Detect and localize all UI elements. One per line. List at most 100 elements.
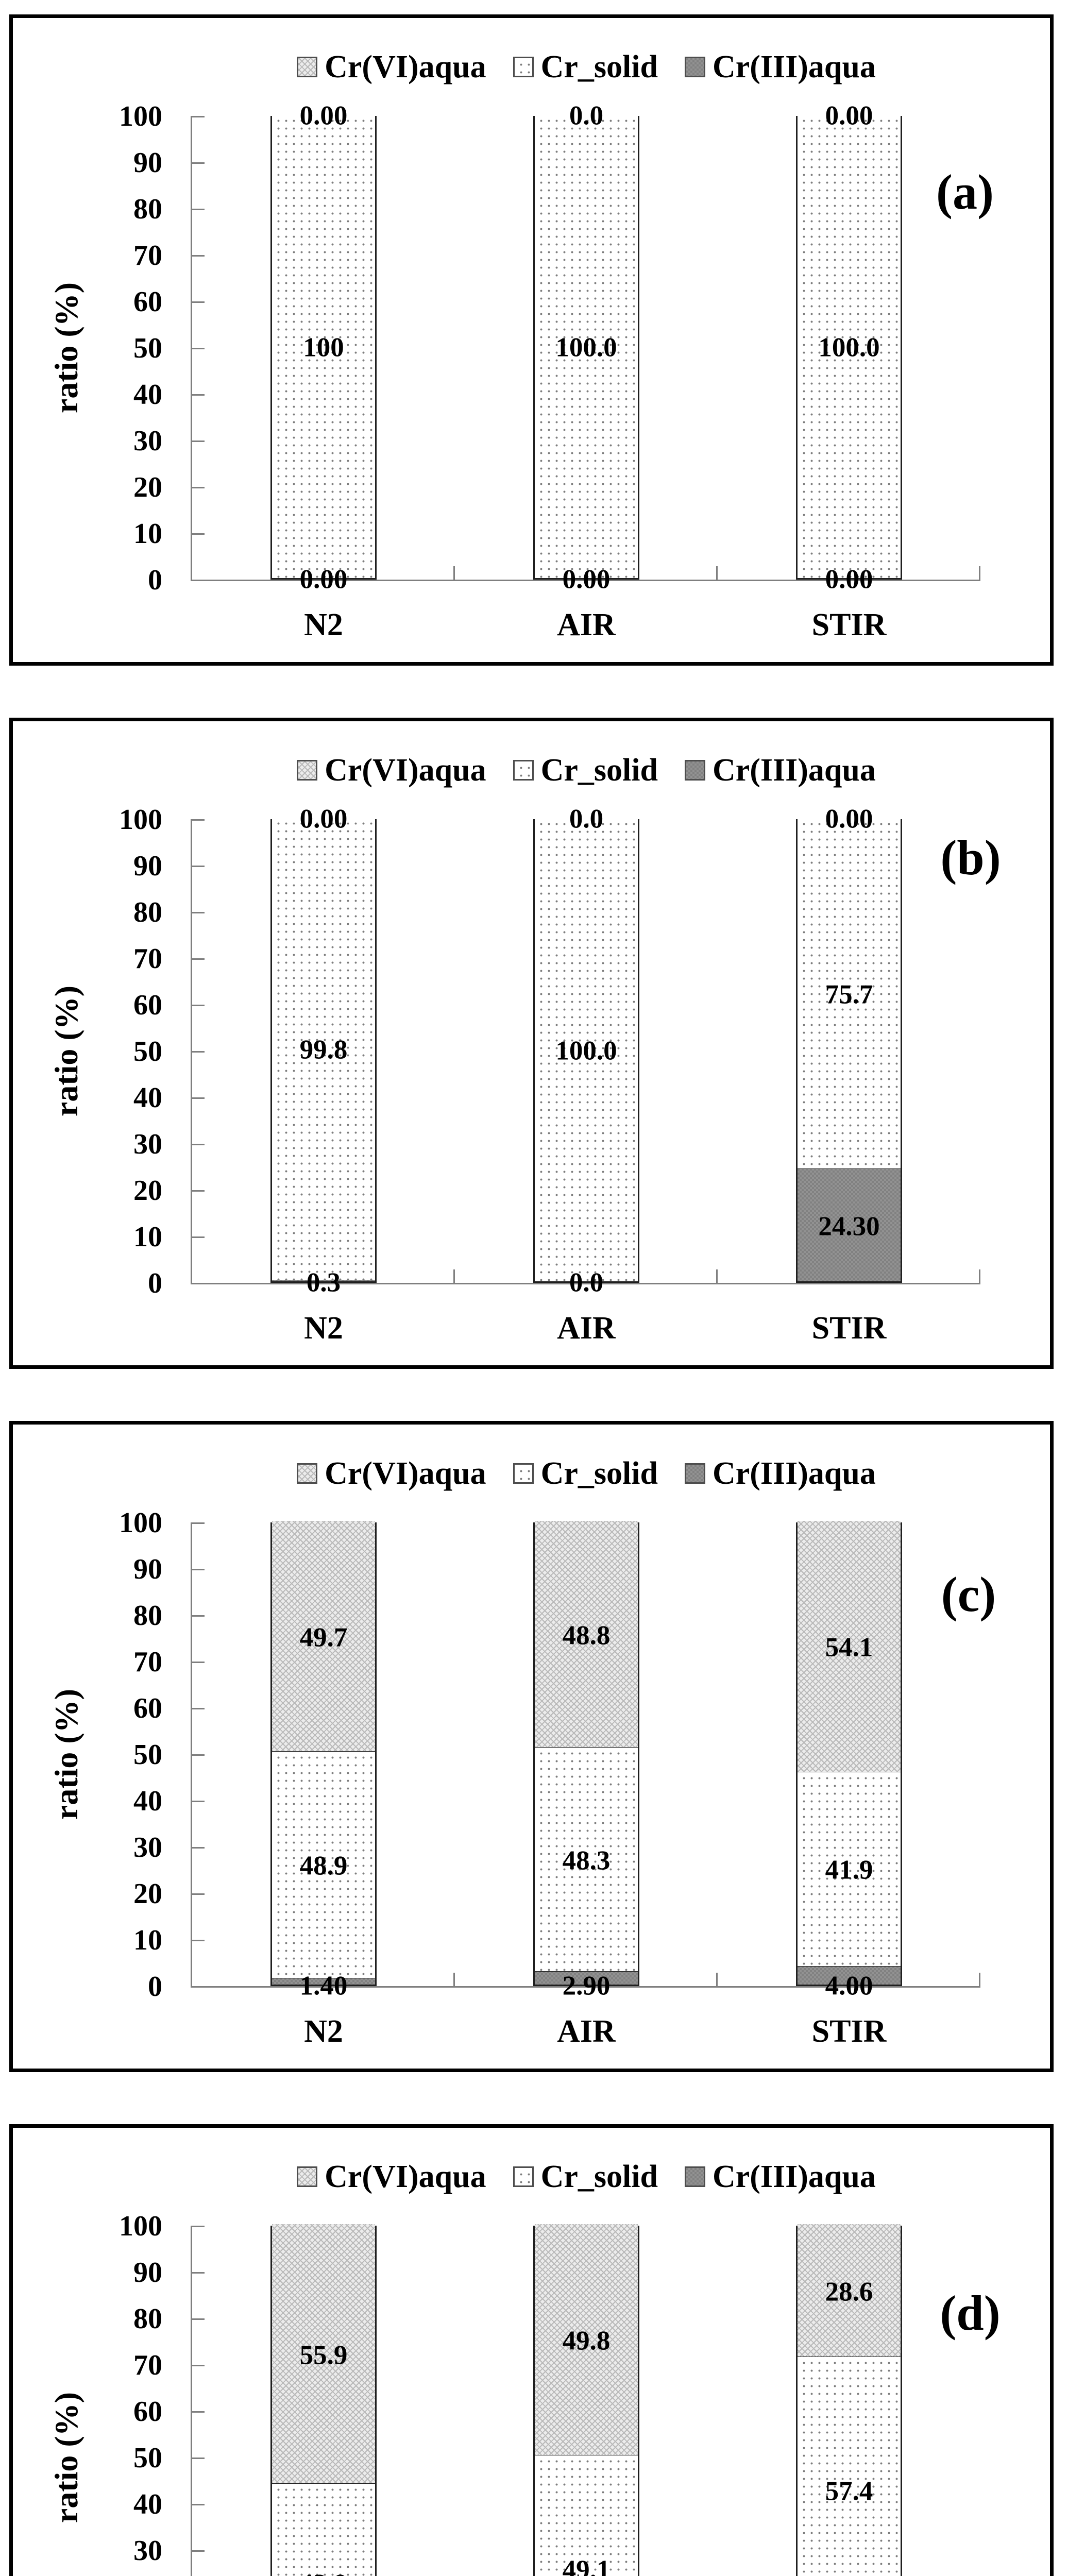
- y-axis-tick: [192, 209, 205, 210]
- data-label-dots: 75.7: [825, 979, 873, 1010]
- bar-segment-dark: [798, 1168, 901, 1281]
- y-tick-label: 70: [133, 2349, 162, 2381]
- bar-segment-dark: [798, 1966, 901, 1985]
- panel-content: Cr(VI)aqua Cr_solid Cr(III)aqua ratio (%) 10…: [13, 18, 1050, 662]
- bar-air: [533, 114, 639, 580]
- data-label-dark: 0.0: [569, 1267, 604, 1298]
- legend-swatch-icon: [513, 1463, 534, 1484]
- y-axis-tick: [192, 2365, 205, 2366]
- y-tick-label: 70: [133, 943, 162, 975]
- y-tick-label: 20: [133, 1878, 162, 1910]
- y-axis-tick: [192, 580, 205, 581]
- y-axis-tick: [192, 1569, 205, 1570]
- chart-panel: Cr(VI)aqua Cr_solid Cr(III)aqua ratio (%) 10…: [9, 2124, 1054, 2576]
- legend-label: Cr(III)aqua: [712, 49, 876, 84]
- y-tick-label: 100: [119, 1507, 162, 1539]
- y-tick-label: 10: [133, 1924, 162, 1956]
- data-label-dark: 24.30: [818, 1211, 880, 1242]
- data-label-crosshatch: 55.9: [299, 2340, 348, 2370]
- legend-label: Cr_solid: [540, 1456, 658, 1491]
- data-label-crosshatch: 0.0: [569, 804, 604, 834]
- data-label-dark: 1.40: [299, 1971, 348, 2001]
- bar-stir: [796, 2224, 902, 2576]
- data-label-crosshatch: 49.8: [562, 2326, 611, 2356]
- y-tick-label: 40: [133, 2488, 162, 2520]
- x-axis-tick: [453, 1973, 455, 1986]
- y-tick-label: 60: [133, 2396, 162, 2428]
- data-label-dark: 2.90: [562, 1971, 611, 2001]
- y-axis-tick: [192, 2458, 205, 2459]
- category-label: AIR: [557, 2014, 616, 2049]
- data-label-crosshatch: 48.8: [562, 1620, 611, 1651]
- y-axis-tick: [192, 2504, 205, 2505]
- data-label-dots: 48.9: [299, 1851, 348, 1881]
- chart-panel: Cr(VI)aqua Cr_solid Cr(III)aqua ratio (%) 10…: [9, 14, 1054, 666]
- bar-stir: [796, 1521, 902, 1986]
- bar-segment-crosshatch: [272, 2224, 375, 2484]
- legend-swatch-icon: [297, 760, 318, 781]
- panel-letter: (b): [940, 830, 1001, 885]
- y-axis-tick: [192, 162, 205, 164]
- y-tick-label: 80: [133, 2303, 162, 2335]
- panel-letter: (d): [940, 2285, 1001, 2341]
- y-tick-label: 50: [133, 332, 162, 364]
- y-axis-tick: [192, 1847, 205, 1849]
- y-axis-tick: [192, 116, 205, 117]
- y-axis-tick: [192, 2550, 205, 2552]
- y-tick-label: 30: [133, 425, 162, 457]
- y-tick-label: 40: [133, 1082, 162, 1114]
- bar-stir: [796, 114, 902, 580]
- y-axis-tick: [192, 1708, 205, 1709]
- bar-segment-dots: [272, 114, 375, 578]
- x-axis-tick: [716, 566, 718, 580]
- y-axis-tick: [192, 348, 205, 349]
- y-axis-tick: [192, 1005, 205, 1006]
- legend: Cr(VI)aqua Cr_solid Cr(III)aqua: [192, 1450, 980, 1497]
- bar-segment-crosshatch: [272, 1521, 375, 1752]
- bar-segment-dots: [798, 1771, 901, 1966]
- y-tick-label: 80: [133, 896, 162, 928]
- y-tick-label: 40: [133, 379, 162, 411]
- legend-label: Cr(VI)aqua: [325, 753, 486, 788]
- bar-segment-dots: [272, 1751, 375, 1978]
- legend-swatch-icon: [684, 1463, 705, 1484]
- y-axis-tick: [192, 1283, 205, 1284]
- x-axis-line: [191, 1986, 980, 1988]
- legend-label: Cr(III)aqua: [712, 753, 876, 788]
- y-tick-label: 50: [133, 2442, 162, 2474]
- bar-n2: [270, 114, 377, 580]
- x-axis-tick: [979, 566, 980, 580]
- x-axis-tick: [453, 1269, 455, 1283]
- data-label-dots: 100: [303, 332, 344, 363]
- x-axis-tick: [716, 1973, 718, 1986]
- y-axis-tick: [192, 1662, 205, 1663]
- data-label-dark: 0.00: [299, 564, 348, 595]
- y-tick-label: 50: [133, 1739, 162, 1771]
- bar-air: [533, 1521, 639, 1986]
- bar-segment-dots: [272, 2483, 375, 2576]
- bar-segment-crosshatch: [535, 1521, 638, 1748]
- data-label-crosshatch: 0.00: [825, 804, 873, 834]
- y-axis-tick: [192, 958, 205, 960]
- legend-swatch-icon: [513, 57, 534, 77]
- y-tick-label: 80: [133, 1600, 162, 1632]
- legend-item: Cr(III)aqua: [684, 2161, 876, 2193]
- legend-item: Cr(III)aqua: [684, 753, 876, 788]
- y-axis-tick: [192, 1051, 205, 1053]
- data-label-dots: 99.8: [299, 1035, 348, 1065]
- y-tick-label: 0: [148, 1971, 162, 2003]
- y-axis-tick: [192, 440, 205, 442]
- y-tick-label: 10: [133, 518, 162, 550]
- bar-segment-crosshatch: [798, 1521, 901, 1772]
- y-tick-label: 70: [133, 1646, 162, 1678]
- y-axis-tick: [192, 1190, 205, 1192]
- category-label: N2: [304, 1311, 343, 1346]
- y-axis-tick: [192, 1893, 205, 1895]
- category-label: STIR: [811, 607, 887, 642]
- y-axis-line: [191, 819, 192, 1284]
- legend-label: Cr_solid: [540, 753, 658, 788]
- data-label-dots: 49.1: [562, 2555, 611, 2576]
- category-label: AIR: [557, 1311, 616, 1346]
- y-axis-tick: [192, 301, 205, 303]
- legend-swatch-icon: [513, 760, 534, 781]
